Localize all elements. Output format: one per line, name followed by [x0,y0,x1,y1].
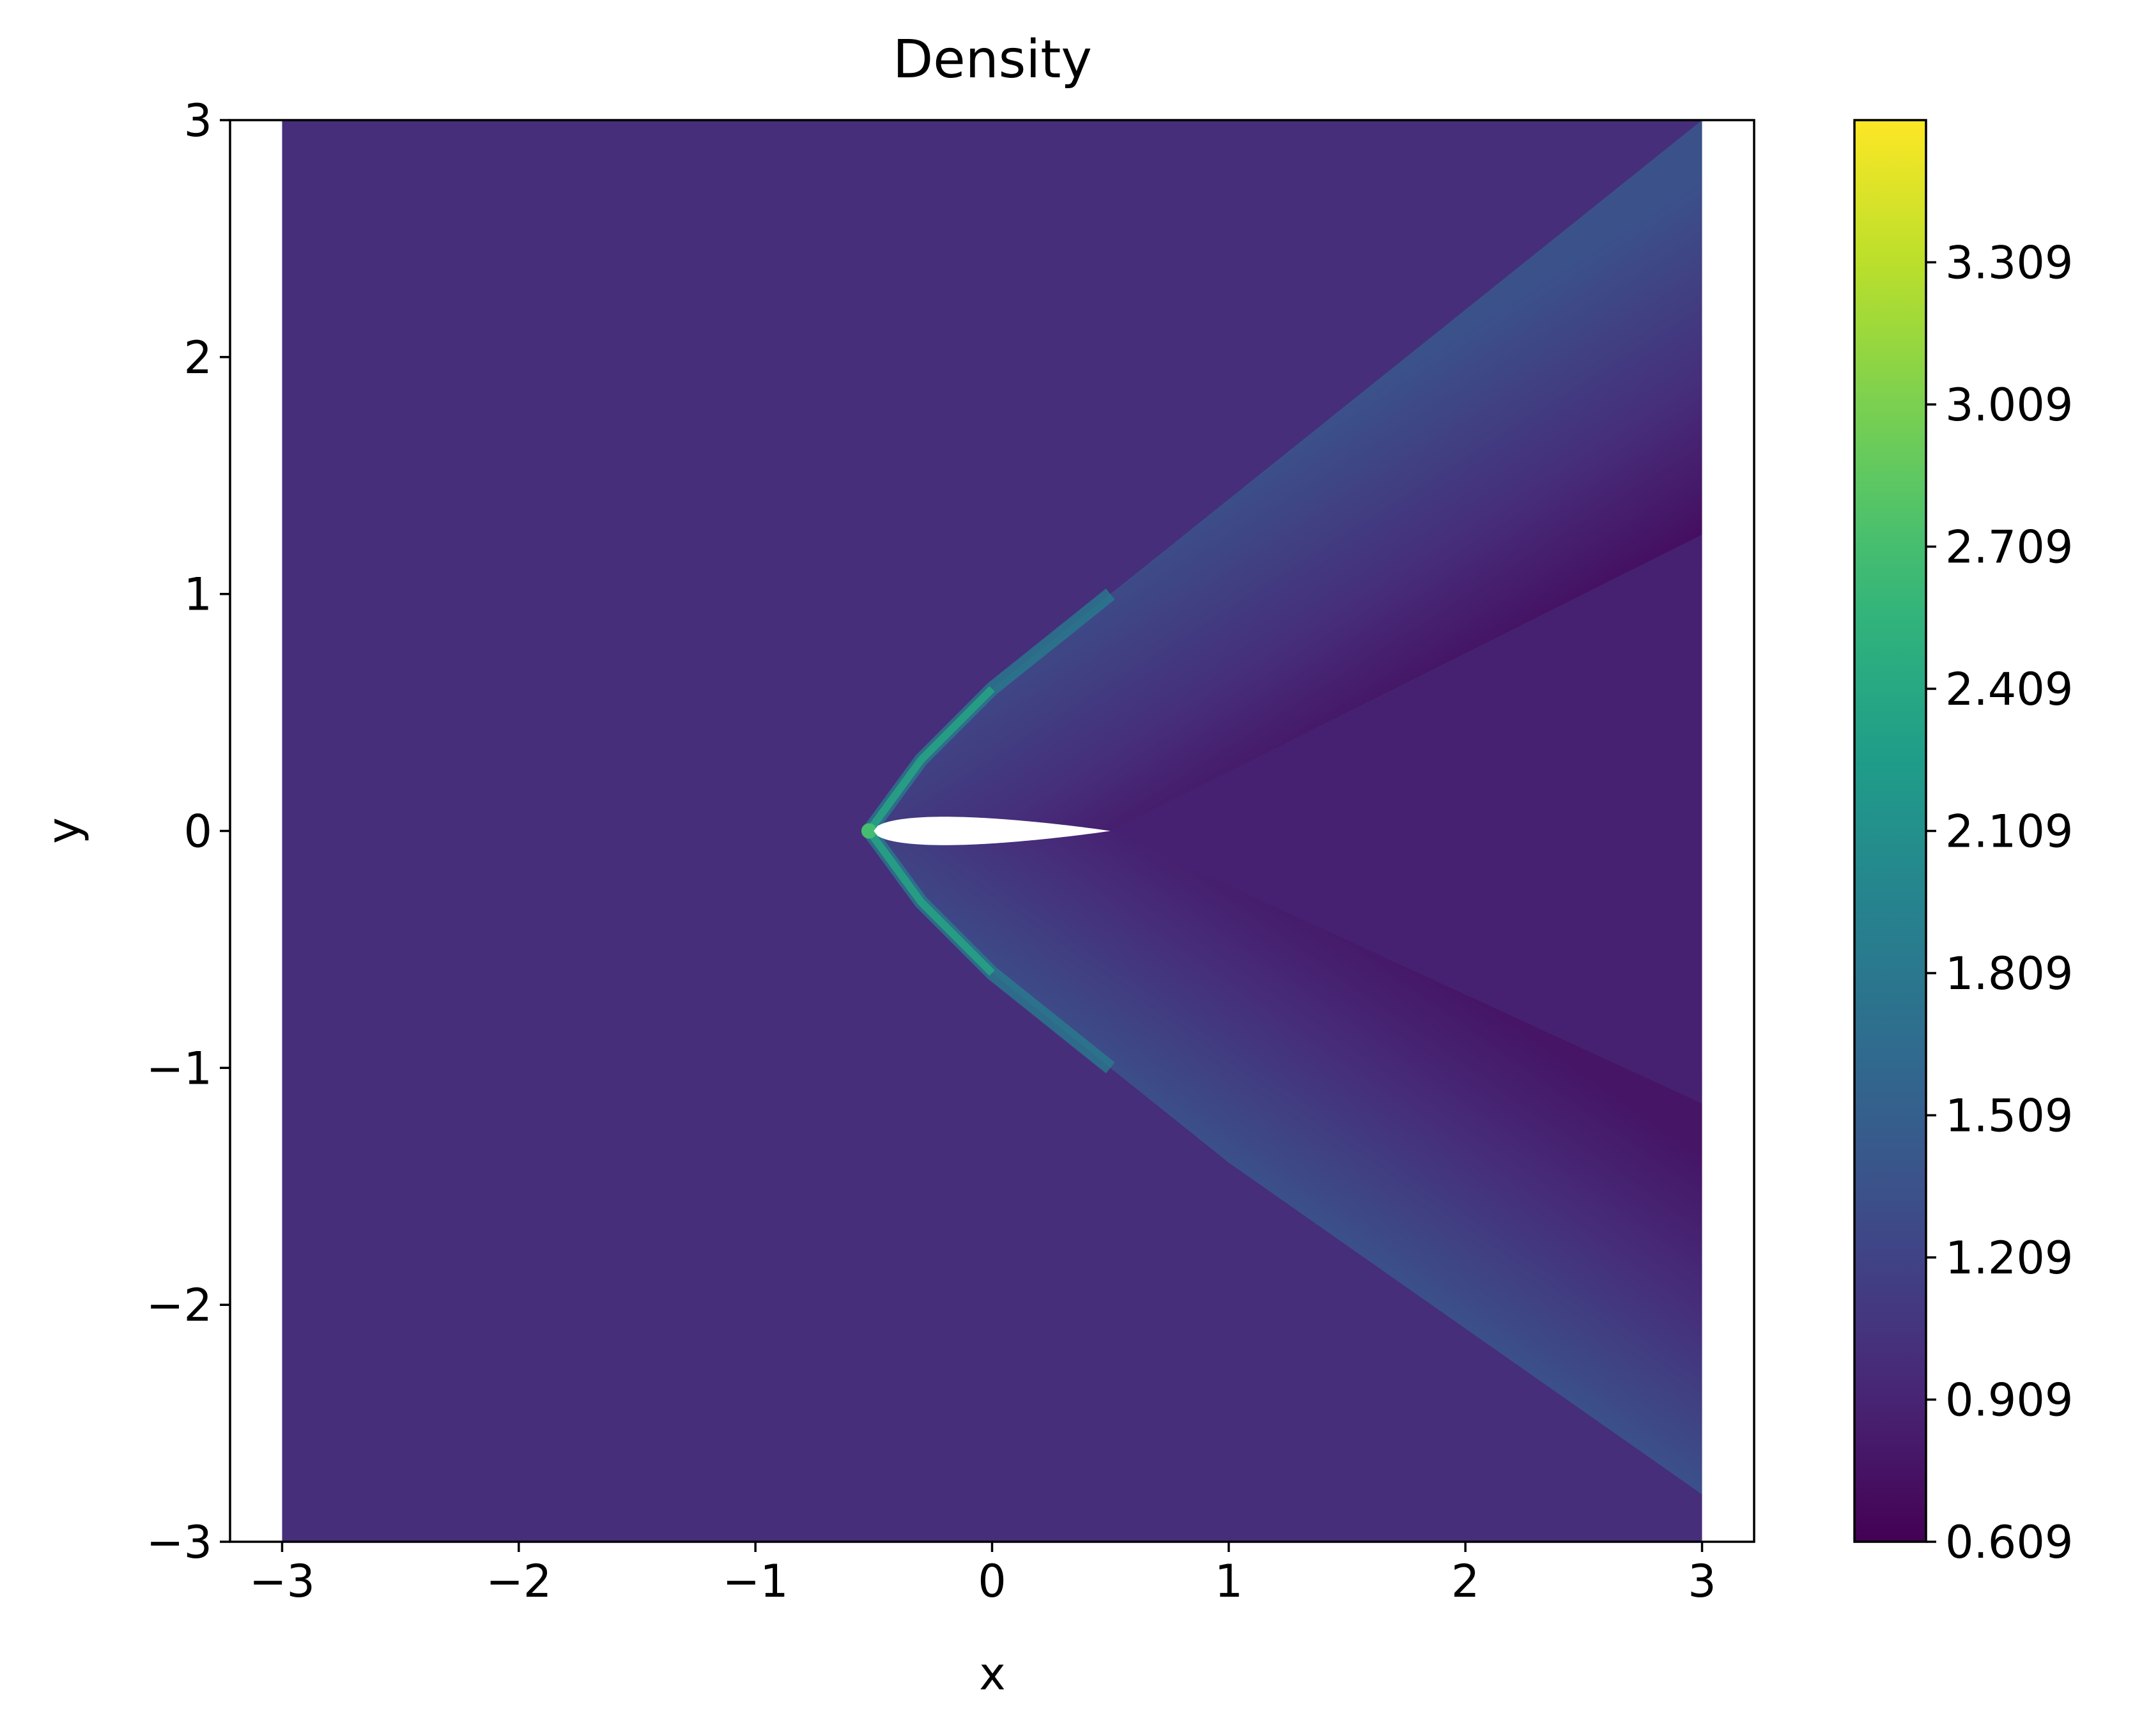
y-tick-label: 1 [183,569,212,621]
colorbar: 0.609 0.909 1.209 1.509 1.809 2.109 2.409 2.709… [1853,119,2073,1569]
colorbar-ticks: 0.609 0.909 1.209 1.509 1.809 2.109 2.409 2.709… [1926,237,2073,1569]
y-tick-label: −3 [146,1516,212,1569]
x-tick-label: −1 [723,1555,789,1608]
airfoil-shape [874,817,1111,845]
wake-region [1110,534,1702,1103]
colorbar-tick-label: 2.709 [1945,521,2073,574]
colorbar-tick-label: 2.109 [1945,806,2073,858]
x-tick-label: −2 [486,1555,551,1608]
y-tick-label: 3 [183,95,212,147]
x-axis-label: x [979,1648,1005,1700]
plot-area [229,119,1755,1543]
colorbar-tick-label: 0.909 [1945,1374,2073,1427]
post-shock-lower-region [868,831,1702,1494]
colorbar-tick-label: 1.209 [1945,1232,2073,1284]
x-axis: −3 −2 −1 0 1 2 3 [249,1542,1716,1608]
chart-title: Density [893,29,1092,90]
x-tick-label: 1 [1215,1555,1244,1608]
x-tick-label: 3 [1688,1555,1716,1608]
y-axis-label: y [38,817,90,843]
colorbar-tick-label: 1.809 [1945,948,2073,1000]
colorbar-tick-label: 3.009 [1945,379,2073,431]
y-tick-label: −1 [146,1042,212,1095]
post-shock-upper-region [868,120,1702,831]
x-tick-label: 0 [978,1555,1006,1608]
y-axis: −3 −2 −1 0 1 2 3 [146,95,230,1569]
x-tick-label: −3 [249,1555,315,1608]
y-tick-label: 0 [183,806,212,858]
colorbar-tick-label: 3.309 [1945,237,2073,289]
colorbar-tick-label: 1.509 [1945,1090,2073,1142]
colorbar-tick-label: 0.609 [1945,1516,2073,1569]
colorbar-gradient [1854,120,1926,1542]
y-tick-label: −2 [146,1279,212,1332]
stagnation-point [861,823,877,839]
colorbar-tick-label: 2.409 [1945,663,2073,716]
y-tick-label: 2 [183,332,212,384]
x-tick-label: 2 [1451,1555,1480,1608]
airfoil-layer [874,817,1111,845]
